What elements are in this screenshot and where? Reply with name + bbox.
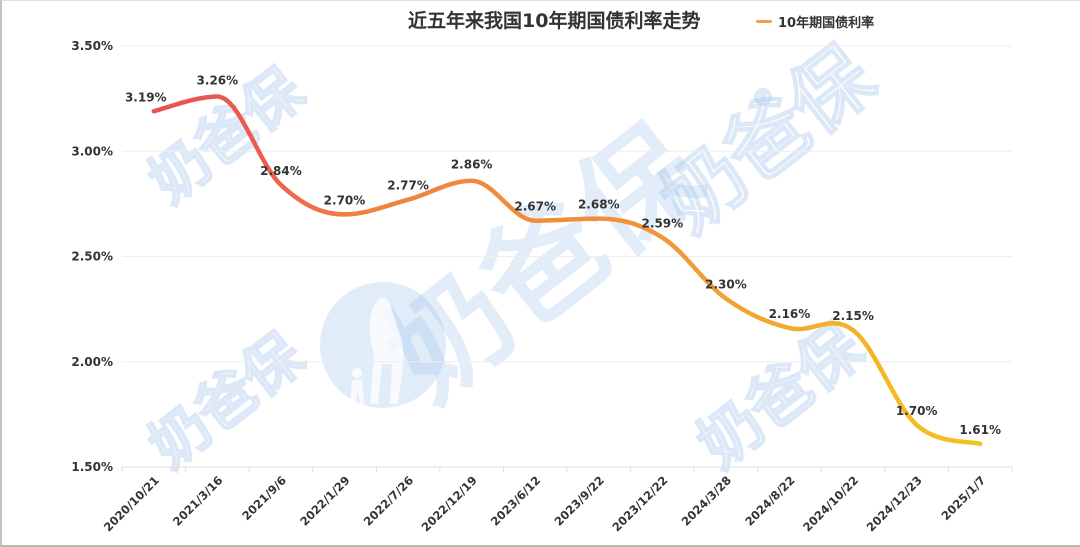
data-point-label: 1.70% <box>896 404 938 418</box>
x-tick-label: 2023/12/22 <box>609 473 670 534</box>
x-tick-label: 2022/7/26 <box>361 473 416 528</box>
data-point-label: 2.15% <box>832 309 874 323</box>
data-point-label: 2.84% <box>260 164 302 178</box>
data-point-label: 3.26% <box>197 74 239 88</box>
legend-label: 10年期国债利率 <box>778 16 875 31</box>
watermark-text: 奶爸保 <box>137 320 317 481</box>
x-tick-label: 2022/1/29 <box>297 473 352 528</box>
y-tick-label: 3.50% <box>71 39 113 53</box>
x-tick-label: 2023/6/12 <box>488 473 543 528</box>
data-point-label: 2.70% <box>324 193 366 207</box>
data-labels: 3.19% 3.26% 2.84% 2.70% 2.77% 2.86% 2.67% 2.68%… <box>125 74 1001 437</box>
series-line[interactable] <box>151 94 983 447</box>
x-tick-label: 2020/10/21 <box>101 473 162 534</box>
data-point-label: 2.68% <box>578 198 620 212</box>
y-tick-label: 3.00% <box>71 144 113 158</box>
legend-line-swatch-icon <box>756 20 772 23</box>
data-point-label: 2.30% <box>705 278 747 292</box>
y-tick-label: 2.00% <box>71 355 113 369</box>
registered-mark-icon: ® <box>752 86 774 111</box>
x-axis: 2020/10/21 2021/3/16 2021/9/6 2022/1/29 2022… <box>101 467 1013 534</box>
x-tick-label: 2021/3/16 <box>170 473 225 528</box>
data-point-label: 2.77% <box>387 179 429 193</box>
watermark-text: 奶爸保 <box>684 309 876 482</box>
data-point-label: 1.61% <box>959 423 1001 437</box>
x-tick-label: 2024/10/22 <box>800 473 861 534</box>
y-tick-label: 2.50% <box>71 250 113 264</box>
x-tick-label: 2023/9/22 <box>551 473 606 528</box>
data-point-label: 2.86% <box>451 158 493 172</box>
x-tick-label: 2024/12/23 <box>864 473 925 534</box>
data-point-label: 2.16% <box>769 307 811 321</box>
x-tick-label: 2025/1/7 <box>939 473 989 523</box>
x-tick-label: 2021/9/6 <box>239 473 289 523</box>
data-point-label: 2.67% <box>514 200 556 214</box>
x-tick-label: 2024/3/28 <box>679 473 734 528</box>
gridlines <box>122 45 1012 468</box>
x-tick-label: 2022/12/19 <box>419 473 480 534</box>
chart-legend[interactable]: 10年期国债利率 <box>756 12 874 31</box>
y-axis: 3.50% 3.00% 2.50% 2.00% 1.50% <box>71 39 113 474</box>
x-tick-label: 2024/8/22 <box>742 473 797 528</box>
data-point-label: 2.59% <box>642 217 684 231</box>
chart-title: 近五年来我国10年期国债利率走势 <box>408 10 701 32</box>
data-point-label: 3.19% <box>125 90 167 104</box>
y-tick-label: 1.50% <box>71 460 113 474</box>
